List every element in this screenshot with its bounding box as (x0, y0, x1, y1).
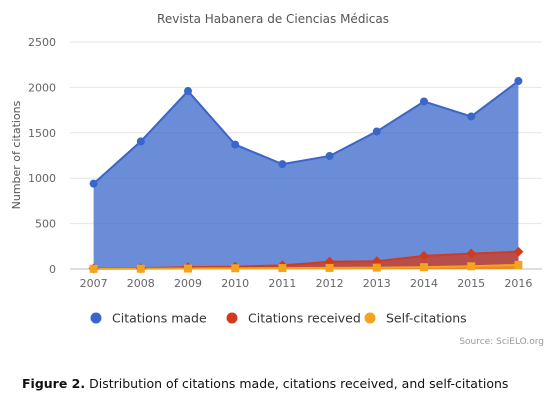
series-2-point-2007 (89, 264, 98, 273)
x-tick-label-2014: 2014 (410, 277, 438, 290)
series-line-2 (93, 263, 519, 270)
x-tick-label-2012: 2012 (316, 277, 344, 290)
y-tick-label-5: 2500 (28, 36, 56, 49)
series-1-point-2015 (466, 248, 477, 259)
series-2-point-2014 (420, 263, 428, 272)
series-area-1 (93, 251, 519, 269)
y-axis-label: Number of citations (10, 100, 23, 209)
legend-label-2: Self-citations (386, 311, 467, 326)
x-tick-label-2015: 2015 (457, 277, 485, 290)
chart-frame: Revista Habanera de Ciencias Médicas Num… (10, 12, 544, 347)
caption-text: Distribution of citations made, citation… (85, 376, 509, 391)
y-tick-label-2: 1000 (28, 172, 56, 185)
x-tick-label-2008: 2008 (127, 277, 155, 290)
x-tick-label-2010: 2010 (221, 277, 249, 290)
x-tick-label-2016: 2016 (504, 277, 532, 290)
caption-label: Figure 2. (22, 376, 86, 391)
x-tick-label-2013: 2013 (363, 277, 391, 290)
area-chart: Revista Habanera de Ciencias Médicas Num… (10, 12, 544, 347)
series-0-point-2011 (278, 160, 287, 169)
legend-marker-2 (364, 312, 376, 324)
series-0-point-2009 (184, 87, 192, 96)
x-tick-label-2011: 2011 (268, 277, 296, 290)
series-1-point-2016 (513, 246, 524, 257)
series-2-point-2010 (231, 264, 240, 273)
series-0-point-2012 (325, 151, 334, 160)
y-tick-label-1: 500 (35, 218, 56, 231)
legend-marker-0 (90, 312, 102, 324)
series-0-point-2015 (467, 112, 476, 121)
series-2-point-2009 (184, 264, 192, 273)
series-0-point-2014 (420, 97, 428, 106)
legend-label-1: Citations received (248, 311, 361, 326)
legend-marker-1 (226, 312, 238, 324)
series-area-0 (93, 81, 519, 269)
series-line-0 (92, 80, 520, 185)
series-0-point-2016 (514, 77, 523, 86)
series-2-point-2013 (372, 263, 381, 272)
chart-source: Source: SciELO.org (459, 337, 544, 347)
y-tick-label-4: 2000 (28, 81, 56, 94)
legend-label-0: Citations made (112, 311, 207, 326)
series-2-point-2015 (467, 262, 476, 271)
y-tick-label-3: 1500 (28, 127, 56, 140)
series-0-point-2013 (372, 127, 381, 136)
y-tick-label-0: 0 (49, 263, 56, 276)
series-2-point-2012 (325, 263, 334, 272)
x-tick-label-2009: 2009 (174, 277, 202, 290)
series-1-point-2014 (419, 250, 429, 261)
x-tick-label-2007: 2007 (80, 277, 108, 290)
series-0-point-2007 (89, 179, 98, 188)
series-2-point-2011 (278, 264, 287, 273)
series-2-point-2016 (514, 260, 523, 269)
series-2-point-2008 (136, 264, 145, 273)
chart-title: Revista Habanera de Ciencias Médicas (157, 12, 389, 26)
series-0-point-2010 (231, 140, 240, 149)
series-0-point-2008 (136, 137, 145, 146)
figure-caption: Figure 2. Distribution of citations made… (22, 376, 542, 391)
